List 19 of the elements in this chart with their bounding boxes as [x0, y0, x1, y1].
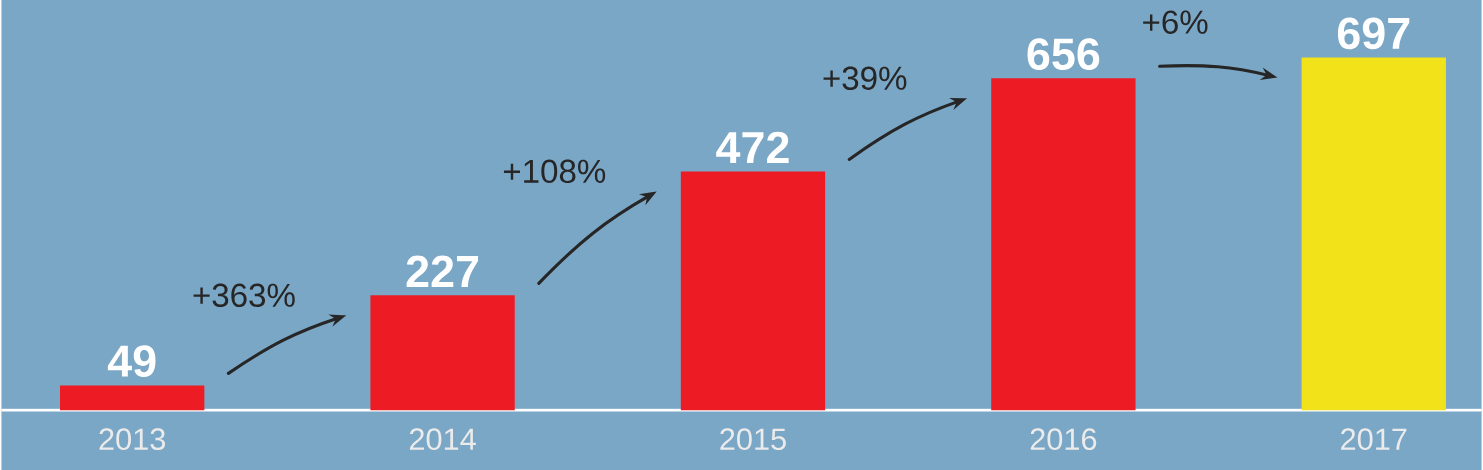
data-label: 49 [107, 345, 156, 378]
x-tick-label: 2014 [409, 428, 476, 451]
bar [60, 385, 205, 411]
x-tick-label: 2017 [1341, 428, 1407, 451]
x-tick-label: 2013 [99, 428, 166, 451]
x-tick-label: 2015 [720, 428, 786, 451]
annotation: +108% [503, 159, 606, 184]
bar [680, 171, 826, 411]
data-label: 656 [1027, 38, 1100, 70]
bar [991, 78, 1136, 411]
bar [370, 295, 515, 411]
annotation: +39% [823, 66, 907, 90]
data-label: 472 [716, 131, 789, 164]
data-label: 227 [406, 255, 479, 287]
text: +6% [1143, 10, 1208, 34]
data-label: 697 [1337, 17, 1410, 50]
annotation: +363% [193, 283, 295, 307]
x-tick-label: 2016 [1030, 428, 1097, 451]
bar [1301, 57, 1446, 411]
